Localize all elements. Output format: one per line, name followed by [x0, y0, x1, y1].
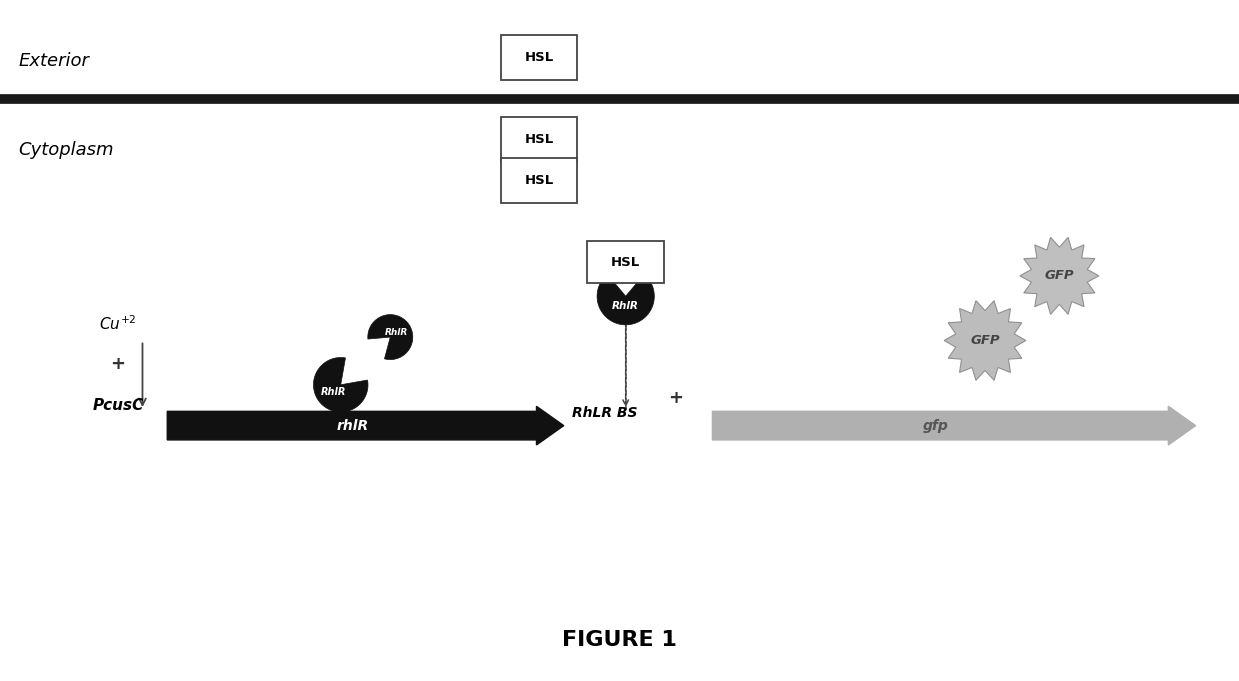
- Text: GFP: GFP: [1044, 269, 1074, 283]
- Text: RhlR: RhlR: [384, 328, 408, 336]
- Text: RhlR: RhlR: [612, 301, 639, 311]
- FancyBboxPatch shape: [501, 158, 577, 203]
- Polygon shape: [1020, 237, 1099, 315]
- Text: Cytoplasm: Cytoplasm: [19, 141, 114, 159]
- Text: RhLR BS: RhLR BS: [572, 407, 638, 420]
- Polygon shape: [313, 358, 368, 412]
- Text: $Cu^{+2}$: $Cu^{+2}$: [99, 314, 136, 333]
- Polygon shape: [597, 274, 654, 325]
- Text: HSL: HSL: [524, 133, 554, 146]
- Text: HSL: HSL: [524, 174, 554, 187]
- FancyArrow shape: [712, 407, 1196, 445]
- Text: GFP: GFP: [970, 334, 1000, 347]
- Text: +: +: [668, 390, 683, 407]
- Text: gfp: gfp: [923, 419, 948, 432]
- Text: HSL: HSL: [524, 51, 554, 65]
- Text: RhlR: RhlR: [321, 387, 347, 396]
- Text: rhlR: rhlR: [337, 419, 369, 432]
- Text: Exterior: Exterior: [19, 52, 89, 70]
- Text: PcusC: PcusC: [93, 398, 144, 413]
- Polygon shape: [368, 315, 413, 360]
- Text: +: +: [110, 355, 125, 373]
- FancyArrow shape: [167, 407, 564, 445]
- Text: FIGURE 1: FIGURE 1: [563, 630, 676, 650]
- FancyBboxPatch shape: [501, 35, 577, 80]
- Text: HSL: HSL: [611, 255, 641, 269]
- FancyBboxPatch shape: [587, 241, 664, 283]
- Polygon shape: [944, 301, 1026, 380]
- FancyBboxPatch shape: [501, 117, 577, 162]
